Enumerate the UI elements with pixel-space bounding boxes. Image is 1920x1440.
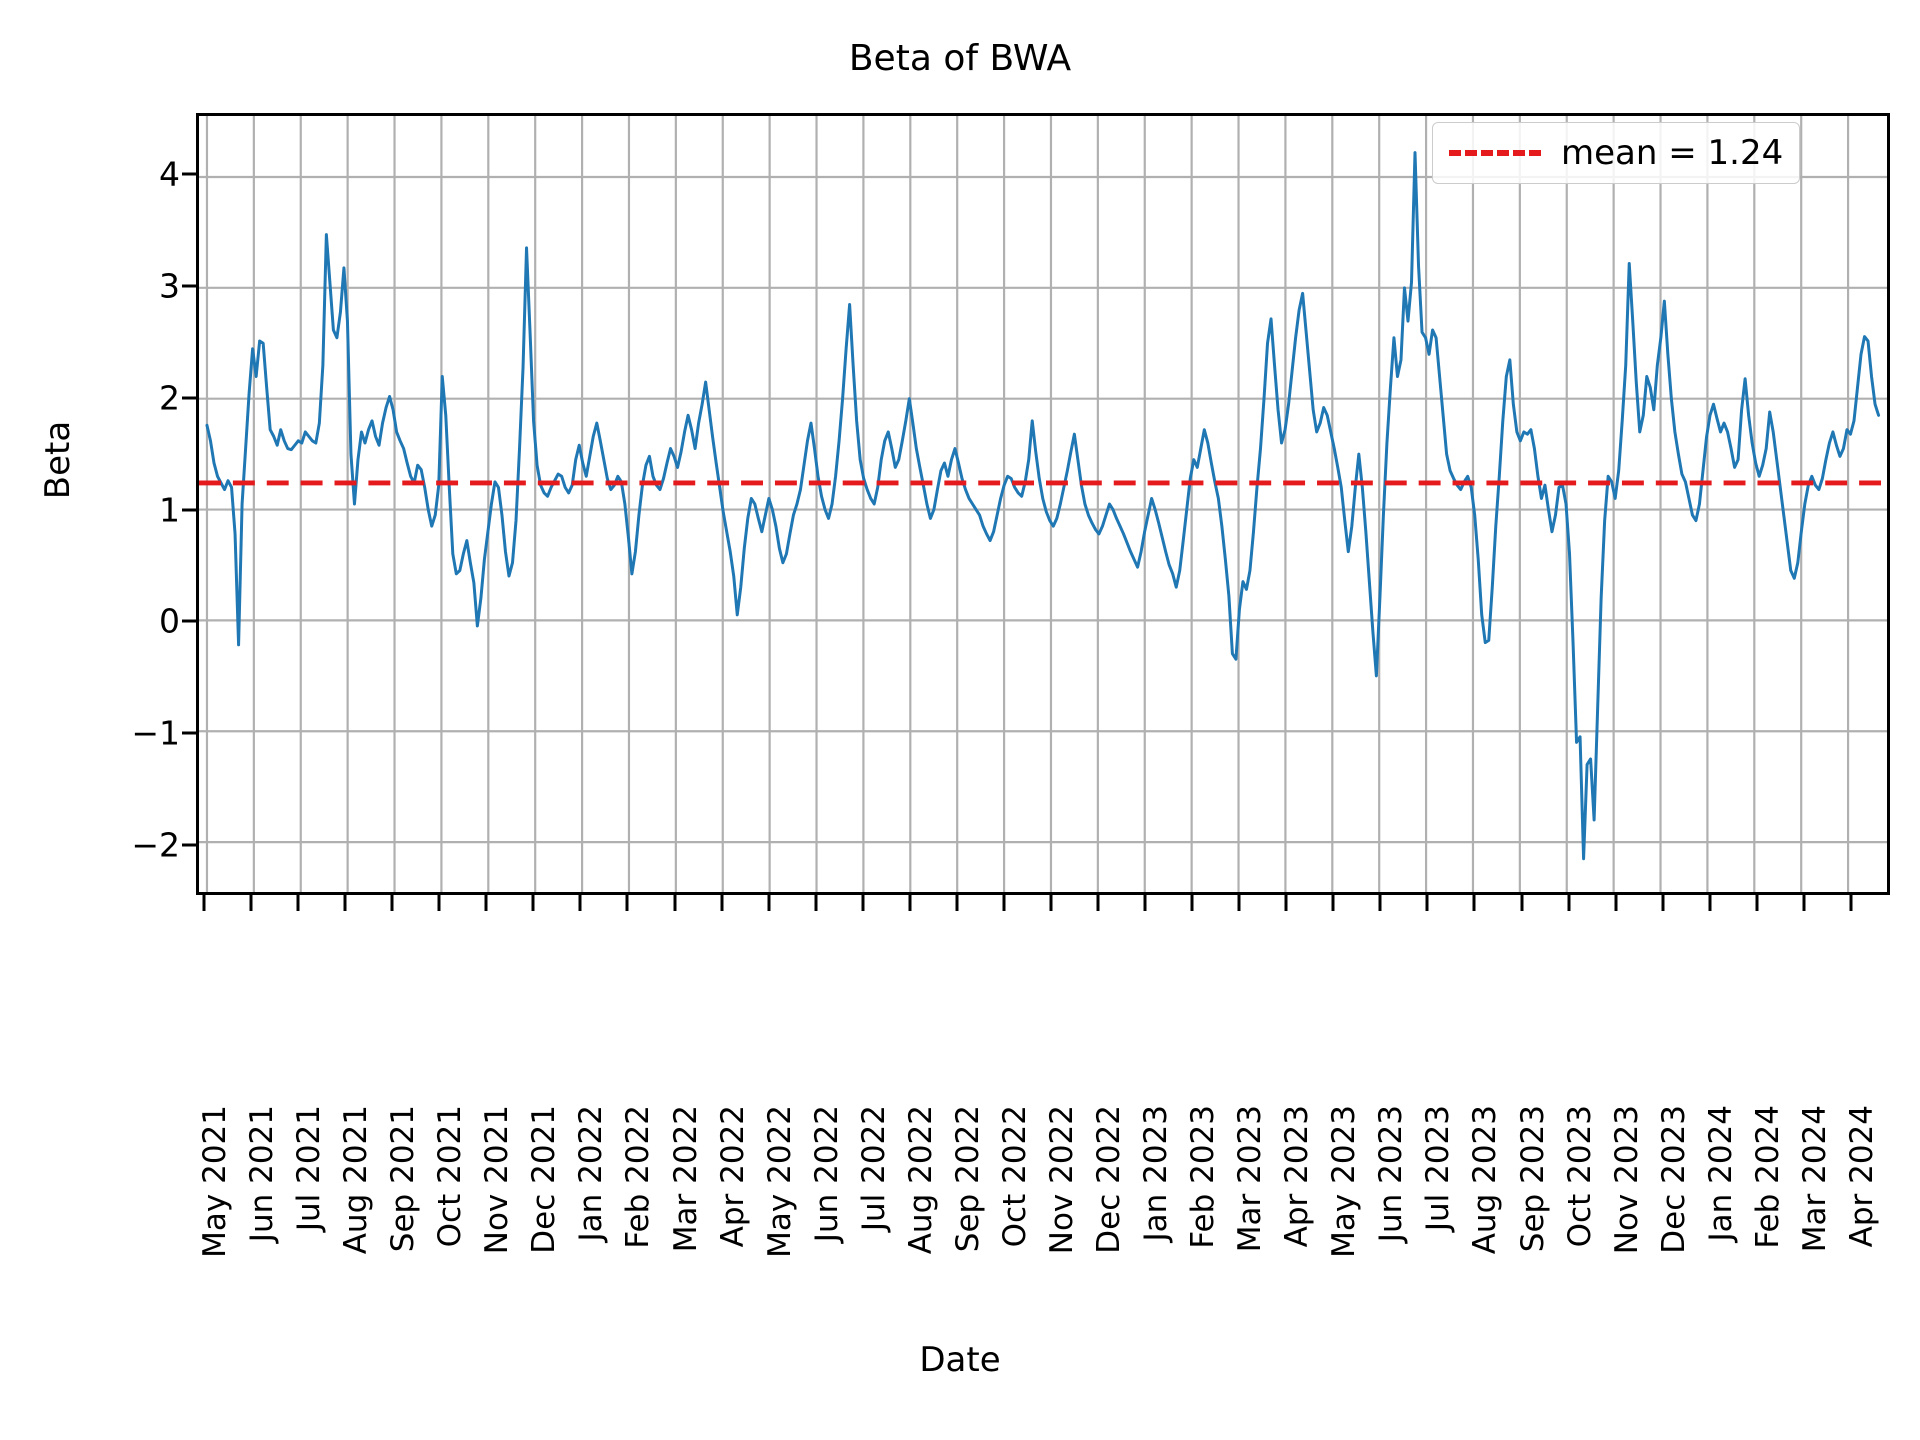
legend-label-mean: mean = 1.24 [1561, 133, 1784, 173]
x-axis-tick-label: Nov 2022 [1043, 1105, 1080, 1255]
x-axis-tick-label: Sep 2021 [385, 1105, 422, 1253]
x-axis-tick-mark [1567, 895, 1571, 911]
x-axis-tick-label: Jan 2023 [1138, 1105, 1175, 1242]
x-axis-tick-mark [814, 895, 818, 911]
x-axis-label: Date [919, 1340, 1001, 1380]
y-axis-tick-mark [182, 731, 198, 735]
x-axis-tick-label: Nov 2023 [1608, 1105, 1645, 1255]
x-axis-tick-mark [1096, 895, 1100, 911]
x-axis-tick-label: Feb 2023 [1185, 1105, 1222, 1249]
x-axis-tick-mark [1002, 895, 1006, 911]
x-axis-tick-mark [390, 895, 394, 911]
x-axis-tick-mark [1849, 895, 1853, 911]
y-axis-tick-labels: 4 3 2 1 0 −1 −2 [60, 113, 180, 895]
x-axis-tick-label: Oct 2022 [996, 1105, 1033, 1248]
y-axis-tick-mark [182, 172, 198, 176]
x-axis-tick-mark [484, 895, 488, 911]
x-axis-tick-mark [908, 895, 912, 911]
x-axis-tick-mark [1614, 895, 1618, 911]
x-axis-tick-label: Dec 2023 [1655, 1105, 1692, 1254]
x-axis-tick-label: Jan 2024 [1702, 1105, 1739, 1242]
x-axis-tick-mark [1237, 895, 1241, 911]
x-axis-tick-label: Aug 2021 [338, 1105, 375, 1255]
y-axis-tick-mark [182, 508, 198, 512]
x-axis-tick-mark [1661, 895, 1665, 911]
x-axis-tick-label: Mar 2022 [667, 1105, 704, 1253]
x-axis-tick-mark [1520, 895, 1524, 911]
y-axis-tick-label: 3 [159, 266, 180, 306]
x-axis-tick-mark [343, 895, 347, 911]
x-axis-tick-mark [296, 895, 300, 911]
x-axis-tick-mark [1049, 895, 1053, 911]
x-axis-tick-label: Apr 2023 [1279, 1105, 1316, 1248]
x-axis-tick-mark [1425, 895, 1429, 911]
x-axis-tick-mark [531, 895, 535, 911]
x-axis-tick-mark [1331, 895, 1335, 911]
x-axis-tick-mark [673, 895, 677, 911]
y-axis-tick-label: 1 [159, 490, 180, 530]
y-axis-tick-marks [182, 113, 198, 895]
x-axis-tick-label: Oct 2021 [432, 1105, 469, 1248]
x-axis-tick-label: May 2023 [1326, 1105, 1363, 1258]
y-axis-tick-label: −1 [131, 713, 180, 753]
y-axis-tick-mark [182, 396, 198, 400]
x-axis-tick-label: Jul 2021 [291, 1105, 328, 1232]
y-axis-tick-label: 4 [159, 154, 180, 194]
data-layer [199, 151, 1887, 861]
x-axis-tick-labels: May 2021 Jun 2021 Jul 2021 Aug 2021 Sep 2021… [196, 915, 1890, 1258]
x-axis-tick-label: Jul 2023 [1420, 1105, 1457, 1232]
x-axis-tick-mark [861, 895, 865, 911]
x-axis-tick-mark [1143, 895, 1147, 911]
x-axis-tick-label: Nov 2021 [479, 1105, 516, 1255]
x-axis-tick-mark [437, 895, 441, 911]
x-axis-tick-label: Mar 2024 [1796, 1105, 1833, 1253]
x-axis-tick-mark [1284, 895, 1288, 911]
y-axis-tick-mark [182, 843, 198, 847]
x-axis-tick-label: Sep 2023 [1514, 1105, 1551, 1253]
x-axis-tick-label: Apr 2022 [714, 1105, 751, 1248]
x-axis-tick-mark [720, 895, 724, 911]
mean-line-swatch-icon [1449, 150, 1541, 156]
x-axis-tick-mark [1378, 895, 1382, 911]
x-axis-tick-label: Jan 2022 [573, 1105, 610, 1242]
x-axis-tick-label: Jun 2023 [1373, 1105, 1410, 1243]
x-axis-tick-mark [1472, 895, 1476, 911]
x-axis-tick-label: Feb 2024 [1749, 1105, 1786, 1249]
x-axis-tick-label: Dec 2021 [526, 1105, 563, 1254]
x-axis-tick-label: Feb 2022 [620, 1105, 657, 1249]
x-axis-tick-label: Dec 2022 [1091, 1105, 1128, 1254]
x-axis-tick-mark [1802, 895, 1806, 911]
x-axis-tick-label: Jun 2022 [808, 1105, 845, 1243]
x-axis-tick-label: Jun 2021 [244, 1105, 281, 1243]
x-axis-tick-mark [625, 895, 629, 911]
x-axis-tick-marks [196, 895, 1890, 911]
x-axis-tick-label: May 2021 [196, 1105, 233, 1258]
x-axis-tick-mark [767, 895, 771, 911]
y-axis-tick-label: −2 [131, 825, 180, 865]
x-axis-tick-label: Jul 2022 [855, 1105, 892, 1232]
x-axis-tick-label: Mar 2023 [1232, 1105, 1269, 1253]
x-axis-tick-mark [249, 895, 253, 911]
x-axis-tick-label: May 2022 [761, 1105, 798, 1258]
x-axis-tick-label: Oct 2023 [1561, 1105, 1598, 1248]
x-axis-tick-label: Sep 2022 [949, 1105, 986, 1253]
x-axis-tick-label: Aug 2022 [902, 1105, 939, 1255]
y-axis-tick-mark [182, 284, 198, 288]
x-axis-tick-mark [1708, 895, 1712, 911]
y-axis-tick-label: 0 [159, 601, 180, 641]
x-axis-tick-mark [955, 895, 959, 911]
x-axis-tick-label: Apr 2024 [1843, 1105, 1880, 1248]
x-axis-tick-mark [202, 895, 206, 911]
x-axis-tick-label: Aug 2023 [1467, 1105, 1504, 1255]
plot-area [196, 113, 1890, 895]
x-axis-tick-mark [1190, 895, 1194, 911]
y-axis-tick-mark [182, 619, 198, 623]
x-axis-tick-mark [1755, 895, 1759, 911]
y-axis-tick-label: 2 [159, 378, 180, 418]
x-axis-tick-mark [578, 895, 582, 911]
legend: mean = 1.24 [1432, 122, 1801, 184]
page-title: Beta of BWA [848, 38, 1072, 79]
